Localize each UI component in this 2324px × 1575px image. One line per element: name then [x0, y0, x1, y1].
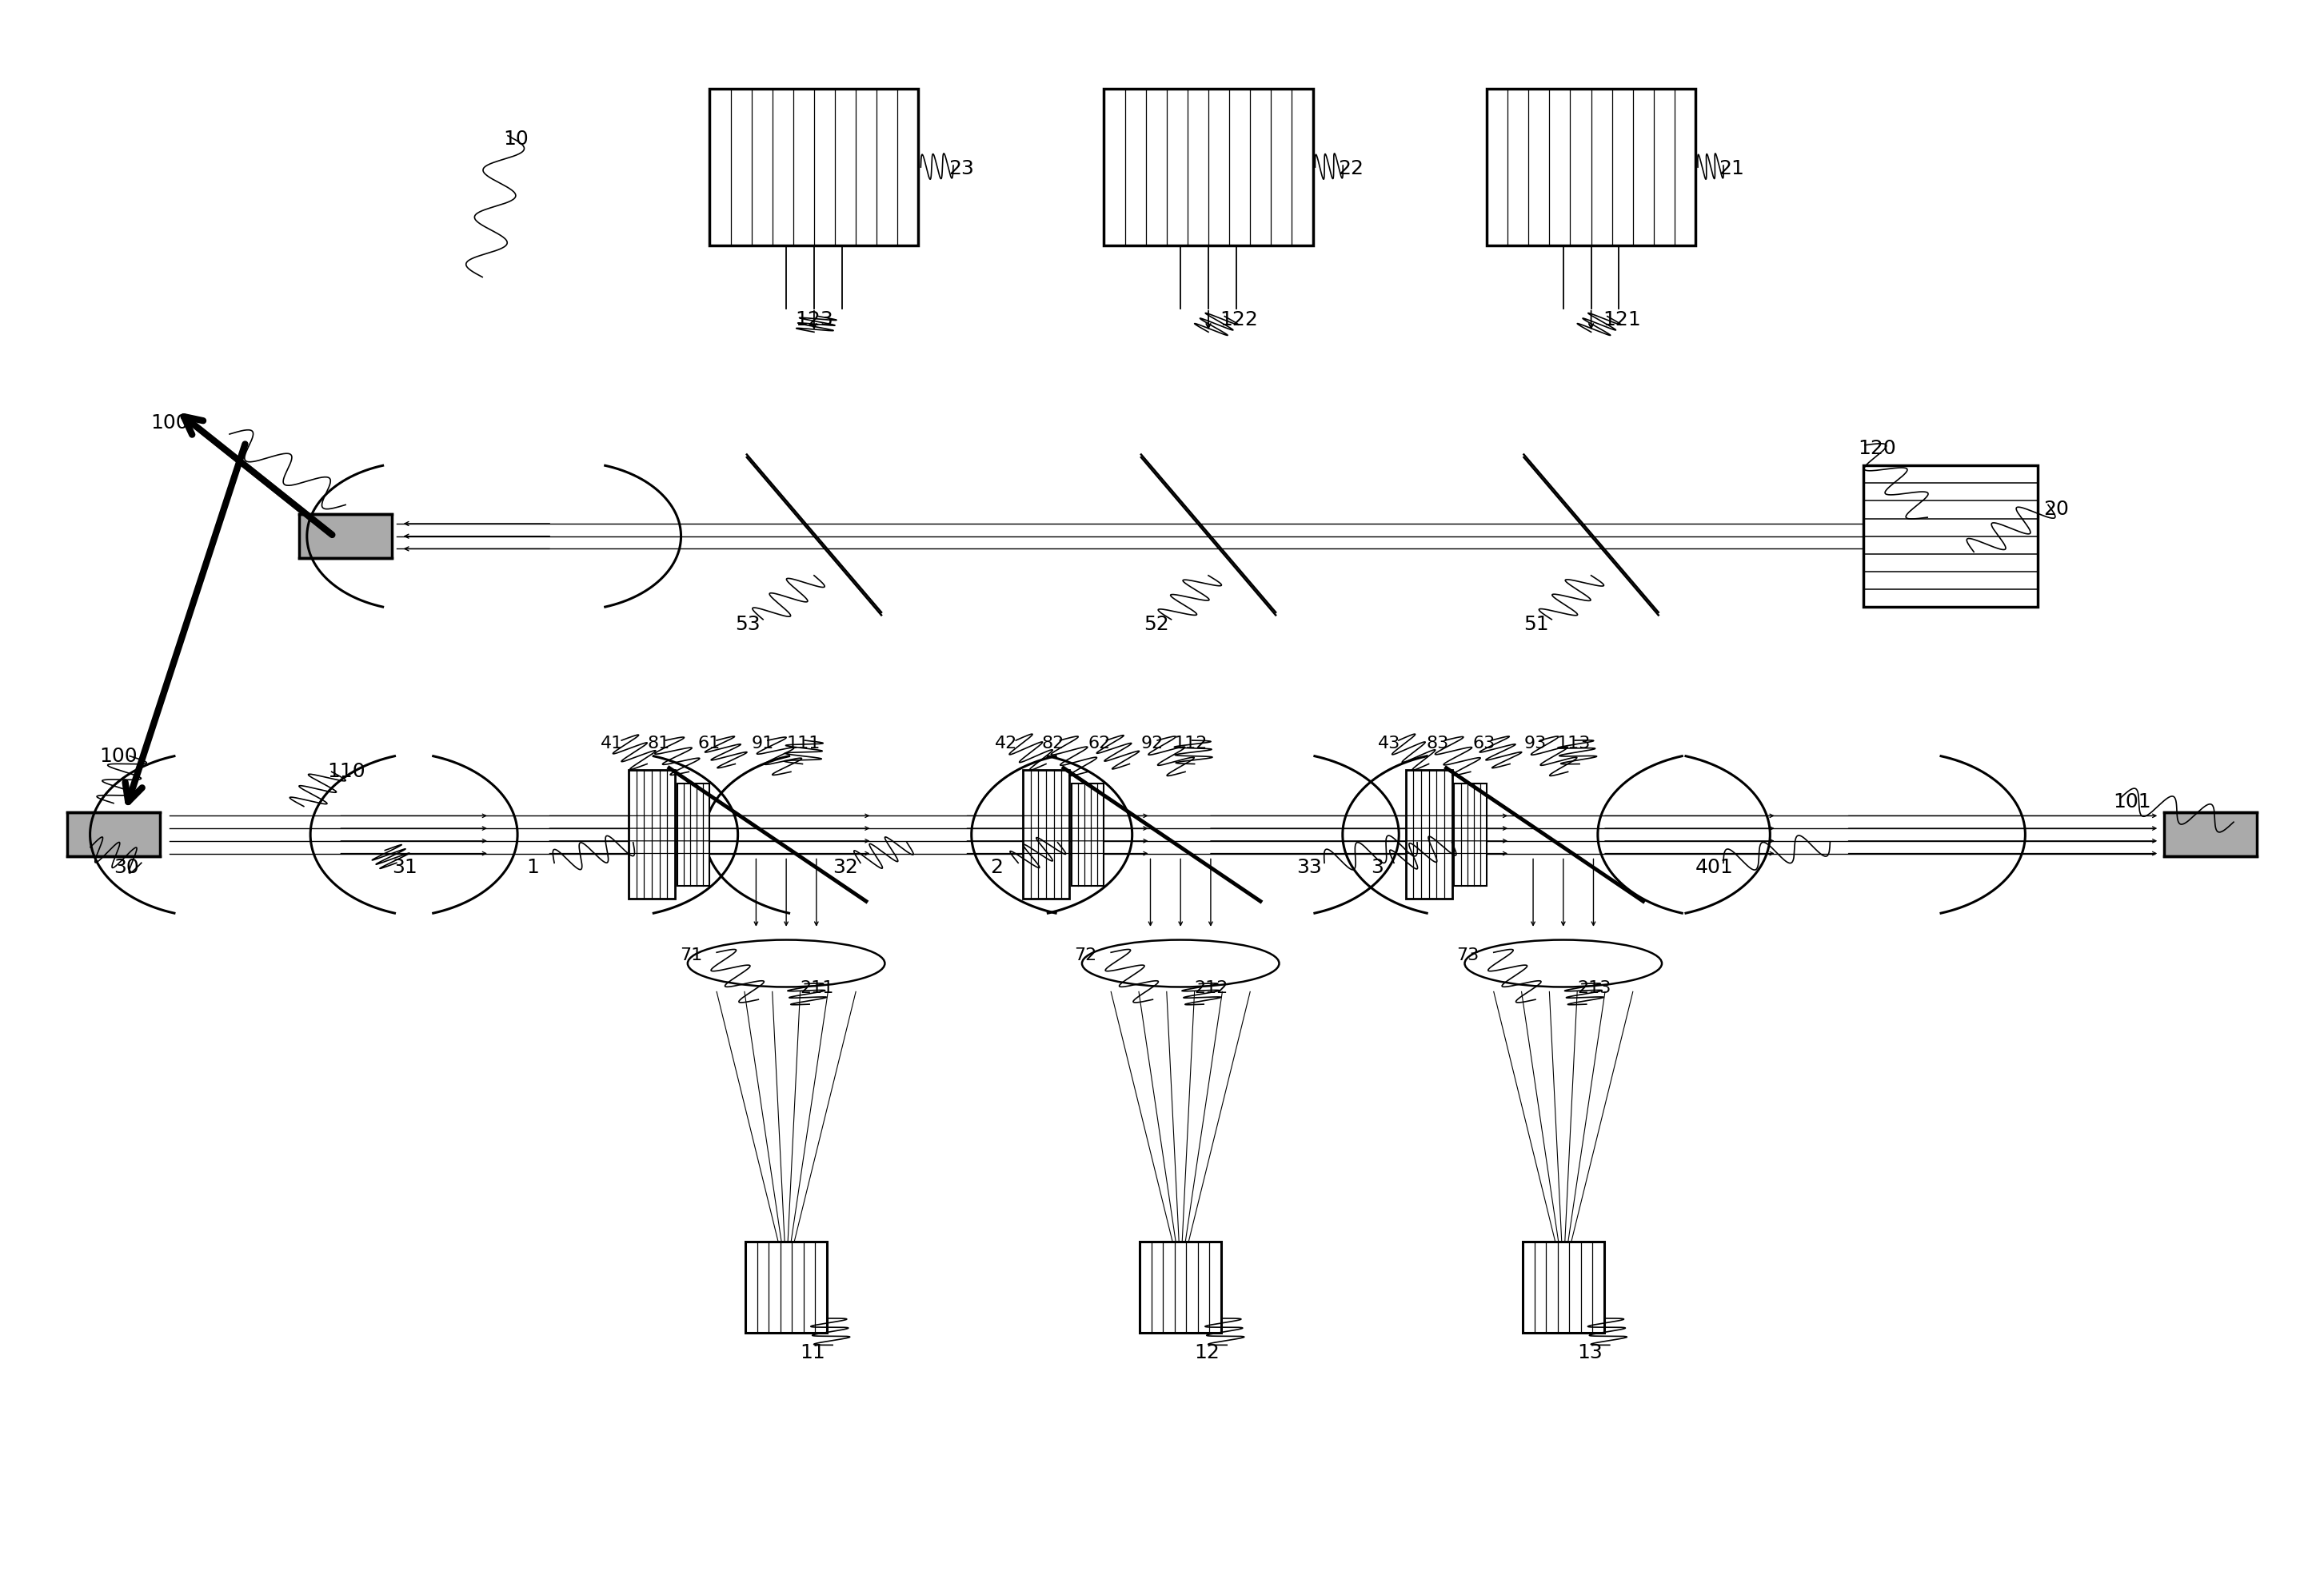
Text: 41: 41: [600, 736, 623, 751]
Bar: [709, 88, 918, 246]
Text: 11: 11: [799, 1343, 825, 1362]
Text: 111: 111: [786, 736, 820, 751]
Text: 93: 93: [1525, 736, 1545, 751]
Bar: [676, 784, 709, 885]
Text: 100: 100: [151, 414, 188, 433]
Text: 71: 71: [679, 948, 702, 964]
Bar: [627, 770, 674, 899]
Text: 91: 91: [751, 736, 774, 751]
Text: 61: 61: [697, 736, 720, 751]
Bar: [300, 513, 393, 558]
Bar: [746, 1241, 827, 1332]
Text: 33: 33: [1297, 858, 1322, 877]
Text: 401: 401: [1697, 858, 1734, 877]
Text: 52: 52: [1143, 614, 1169, 633]
Text: 120: 120: [1857, 439, 1896, 458]
Bar: [1104, 88, 1313, 246]
Bar: [1071, 784, 1104, 885]
Text: 23: 23: [948, 159, 974, 178]
Text: 113: 113: [1557, 736, 1590, 751]
Text: 100: 100: [100, 747, 137, 765]
Text: 12: 12: [1195, 1343, 1220, 1362]
Bar: [2164, 813, 2257, 857]
Bar: [1023, 770, 1069, 899]
Text: 1: 1: [528, 858, 539, 877]
Text: 213: 213: [1578, 981, 1611, 997]
Text: 21: 21: [1720, 159, 1745, 178]
Text: 53: 53: [734, 614, 760, 633]
Text: 83: 83: [1427, 736, 1450, 751]
Text: 72: 72: [1074, 948, 1097, 964]
Bar: [1487, 88, 1697, 246]
Text: 122: 122: [1220, 310, 1257, 329]
Bar: [1141, 1241, 1220, 1332]
Text: 121: 121: [1604, 310, 1641, 329]
Text: 13: 13: [1578, 1343, 1604, 1362]
Text: 51: 51: [1525, 614, 1550, 633]
Ellipse shape: [688, 940, 885, 988]
Text: 10: 10: [504, 129, 528, 148]
Text: 43: 43: [1378, 736, 1401, 751]
Text: 112: 112: [1174, 736, 1208, 751]
Text: 42: 42: [995, 736, 1018, 751]
Bar: [1406, 770, 1452, 899]
Ellipse shape: [1464, 940, 1662, 988]
Text: 110: 110: [328, 762, 365, 781]
Bar: [1522, 1241, 1604, 1332]
Bar: [1455, 784, 1487, 885]
Text: 73: 73: [1457, 948, 1478, 964]
Ellipse shape: [1083, 940, 1278, 988]
Text: 211: 211: [799, 981, 834, 997]
Text: 212: 212: [1195, 981, 1229, 997]
Text: 32: 32: [832, 858, 858, 877]
Text: 20: 20: [2043, 499, 2068, 520]
Bar: [67, 813, 160, 857]
Text: 62: 62: [1088, 736, 1111, 751]
Text: 81: 81: [646, 736, 669, 751]
Text: 2: 2: [990, 858, 1004, 877]
Text: 101: 101: [2113, 792, 2152, 811]
Text: 30: 30: [114, 858, 139, 877]
Text: 123: 123: [795, 310, 834, 329]
Text: 92: 92: [1141, 736, 1164, 751]
Text: 22: 22: [1339, 159, 1364, 178]
Text: 82: 82: [1041, 736, 1064, 751]
Text: 3: 3: [1371, 858, 1383, 877]
Text: 31: 31: [393, 858, 418, 877]
Text: 63: 63: [1473, 736, 1494, 751]
Bar: [1864, 466, 2038, 606]
